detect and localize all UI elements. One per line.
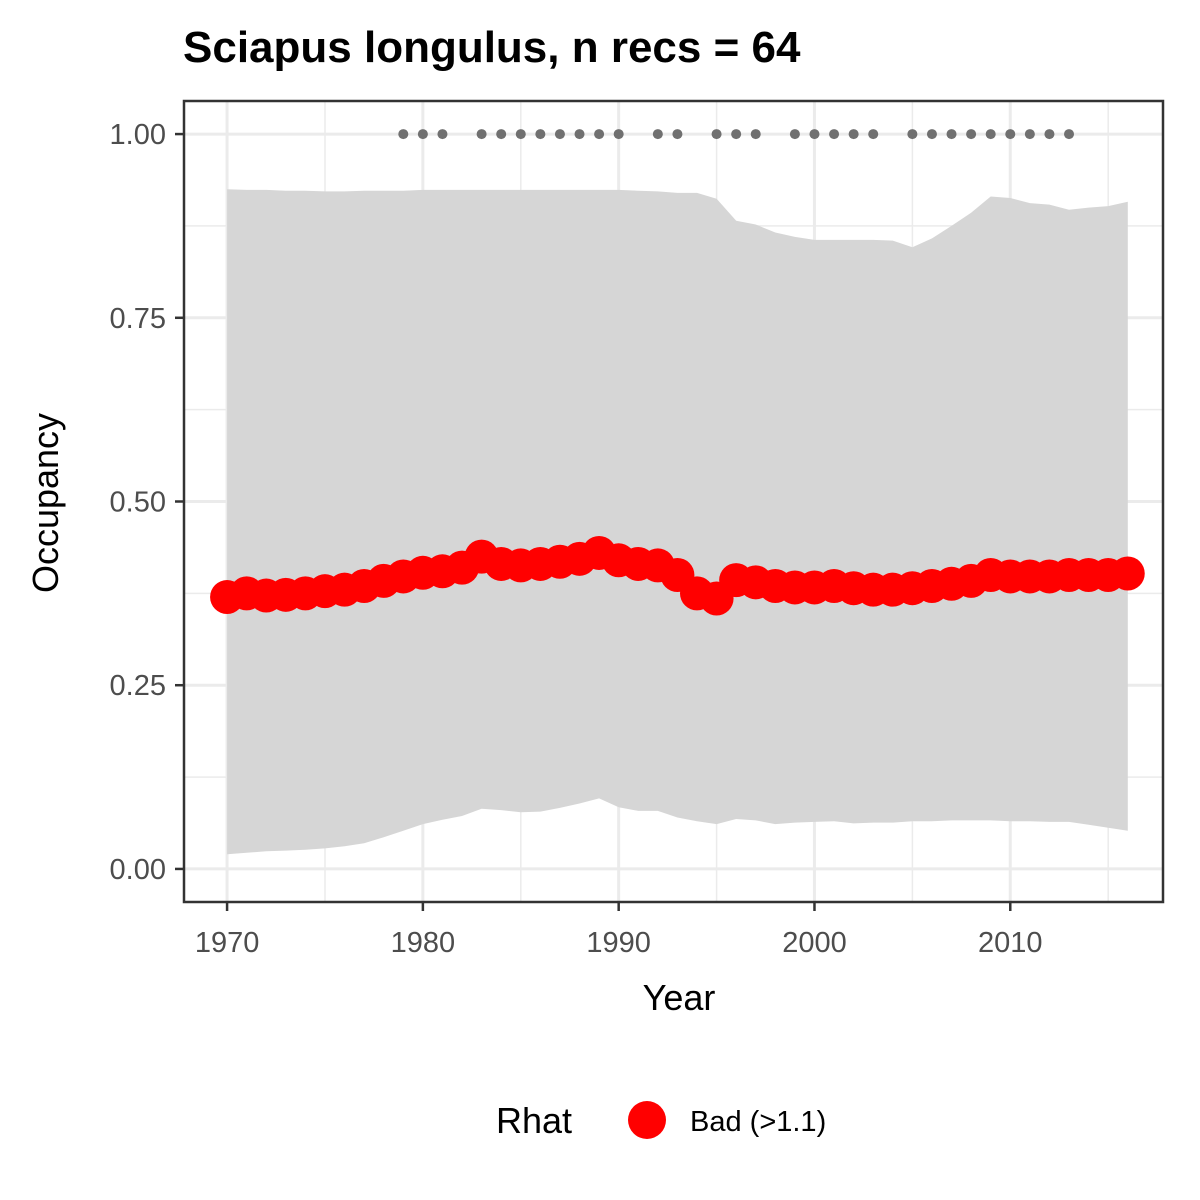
record-dot xyxy=(731,129,742,140)
record-dot xyxy=(476,129,487,140)
record-dot xyxy=(1024,129,1035,140)
legend-label-bad: Bad (>1.1) xyxy=(690,1106,826,1138)
y-tick-label: 0.50 xyxy=(110,487,166,519)
record-dot xyxy=(966,129,977,140)
record-dot xyxy=(574,129,585,140)
x-tick-label: 2010 xyxy=(978,927,1043,959)
record-dot xyxy=(711,129,722,140)
record-dot xyxy=(985,129,996,140)
legend: Rhat Bad (>1.1) xyxy=(496,1100,826,1141)
legend-title: Rhat xyxy=(496,1100,572,1141)
chart-title: Sciapus longulus, n recs = 64 xyxy=(183,23,801,72)
record-dot xyxy=(515,129,526,140)
x-tick-label: 1980 xyxy=(391,927,456,959)
y-axis-title: Occupancy xyxy=(25,413,66,593)
record-dot xyxy=(868,129,879,140)
confidence-ribbon xyxy=(227,189,1128,855)
record-dot xyxy=(750,129,761,140)
y-axis: 0.00 0.25 0.50 0.75 1.00 xyxy=(110,119,184,886)
record-dot xyxy=(417,129,428,140)
x-axis-title: Year xyxy=(643,977,716,1018)
record-dots xyxy=(398,129,1075,140)
y-tick-label: 0.00 xyxy=(110,854,166,886)
record-dot xyxy=(672,129,683,140)
legend-key-bad xyxy=(628,1101,666,1139)
record-dot xyxy=(946,129,957,140)
record-dot xyxy=(398,129,409,140)
record-dot xyxy=(554,129,565,140)
record-dot xyxy=(535,129,546,140)
x-tick-label: 2000 xyxy=(782,927,847,959)
series-point xyxy=(1110,556,1145,591)
record-dot xyxy=(848,129,859,140)
record-dot xyxy=(1064,129,1075,140)
plot-panel xyxy=(182,99,1165,904)
record-dot xyxy=(496,129,507,140)
x-tick-label: 1990 xyxy=(586,927,651,959)
record-dot xyxy=(1005,129,1016,140)
record-dot xyxy=(1044,129,1055,140)
record-dot xyxy=(437,129,448,140)
record-dot xyxy=(613,129,624,140)
y-tick-label: 1.00 xyxy=(110,119,166,151)
record-dot xyxy=(907,129,918,140)
x-tick-label: 1970 xyxy=(195,927,260,959)
record-dot xyxy=(594,129,605,140)
record-dot xyxy=(809,129,820,140)
y-tick-label: 0.75 xyxy=(110,303,166,335)
y-tick-label: 0.25 xyxy=(110,670,166,702)
x-axis: 1970 1980 1990 2000 2010 xyxy=(195,902,1043,959)
record-dot xyxy=(926,129,937,140)
record-dot xyxy=(829,129,840,140)
record-dot xyxy=(652,129,663,140)
series-points xyxy=(210,535,1145,616)
record-dot xyxy=(789,129,800,140)
